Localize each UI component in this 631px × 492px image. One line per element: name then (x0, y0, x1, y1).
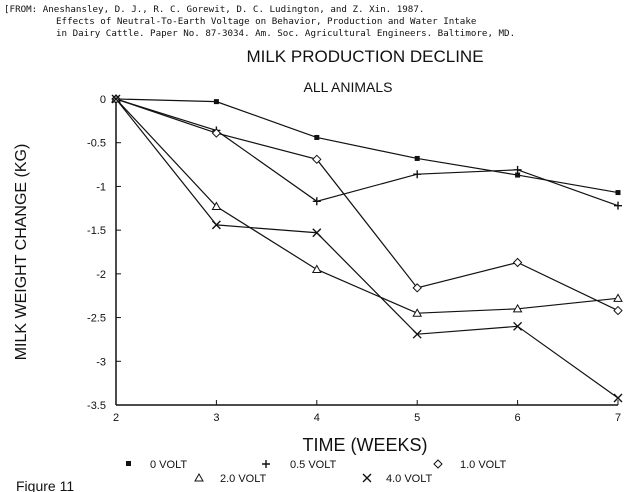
data-point-diamond (211, 128, 222, 138)
legend-item-2-0-volt: 2.0 VOLT (194, 472, 267, 485)
data-point-x (211, 220, 221, 230)
data-point-plus (312, 197, 321, 206)
y-tick-label: -1 (96, 181, 106, 193)
data-point-square (314, 134, 320, 140)
series-line-square (115, 98, 619, 194)
data-point-plus (413, 170, 422, 179)
legend-label-4-0-volt: 4.0 VOLT (386, 473, 433, 485)
x-tick-label: 4 (314, 412, 320, 424)
y-ticks: 0 -0.5 -1 -1.5 -2 -2.5 -3 -3.5 (87, 94, 121, 412)
y-tick-label: -2.5 (87, 313, 106, 325)
data-point-x (513, 321, 523, 331)
chart-subtitle: ALL ANIMALS (304, 79, 393, 95)
citation-line-3: in Dairy Cattle. Paper No. 87-3034. Am. … (56, 28, 515, 39)
data-point-square (515, 172, 521, 178)
legend-item-0-volt: 0 VOLT (126, 459, 187, 471)
data-point-x (613, 393, 623, 403)
data-point-plus (614, 201, 622, 210)
data-point-diamond (312, 154, 322, 165)
chart-title: MILK PRODUCTION DECLINE (246, 47, 483, 66)
data-point-plus (513, 165, 522, 174)
series-markers (111, 93, 623, 403)
series-line-diamond (115, 98, 619, 312)
y-axis-label: MILK WEIGHT CHANGE (KG) (13, 144, 30, 361)
plus-marker-icon (262, 460, 270, 468)
data-point-triangle (613, 293, 623, 302)
data-point-diamond (613, 305, 623, 316)
data-point-x (111, 94, 121, 104)
y-tick-label: -0.5 (87, 138, 106, 150)
legend-label-0-volt: 0 VOLT (150, 459, 187, 471)
triangle-marker-icon (194, 472, 204, 482)
legend-item-4-0-volt: 4.0 VOLT (362, 473, 433, 485)
x-axis-label: TIME (WEEKS) (303, 435, 428, 455)
citation-line-2: Effects of Neutral-To-Earth Voltage on B… (56, 16, 476, 27)
y-tick-label: -2 (96, 269, 106, 281)
legend-label-2-0-volt: 2.0 VOLT (220, 473, 267, 485)
data-point-triangle (412, 308, 423, 317)
data-point-diamond (412, 283, 422, 293)
y-tick-label: -3 (96, 356, 106, 368)
x-tick-label: 3 (213, 412, 219, 424)
series-lines (115, 98, 619, 399)
x-ticks: 2 3 4 5 6 7 (113, 400, 621, 424)
square-marker-icon (126, 461, 131, 466)
legend: 0 VOLT 0.5 VOLT 1.0 VOLT 2.0 VOLT 4.0 VO… (126, 459, 507, 485)
data-point-triangle (311, 264, 322, 273)
figure-label: Figure 11 (16, 478, 74, 492)
data-point-x (412, 329, 422, 339)
data-point-triangle (512, 303, 523, 313)
y-tick-label: -3.5 (87, 400, 106, 412)
x-tick-label: 2 (113, 412, 119, 424)
legend-label-0-5-volt: 0.5 VOLT (290, 459, 337, 471)
series-line-plus (115, 98, 619, 207)
data-point-x (312, 228, 322, 238)
data-point-triangle (211, 201, 222, 211)
x-tick-label: 5 (414, 412, 420, 424)
y-tick-label: -1.5 (87, 225, 106, 237)
data-point-square (615, 190, 621, 196)
legend-label-1-0-volt: 1.0 VOLT (460, 459, 507, 471)
data-point-diamond (512, 257, 523, 268)
diamond-marker-icon (433, 459, 443, 469)
data-point-square (414, 155, 420, 161)
series-line-x (115, 98, 619, 399)
citation-line-1: [FROM: Aneshansley, D. J., R. C. Gorewit… (4, 4, 424, 15)
legend-item-1-0-volt: 1.0 VOLT (433, 459, 507, 471)
data-point-square (213, 99, 219, 105)
series-line-triangle (115, 98, 619, 314)
x-tick-label: 6 (515, 412, 521, 424)
legend-item-0-5-volt: 0.5 VOLT (262, 459, 337, 471)
x-tick-label: 7 (615, 412, 621, 424)
x-marker-icon (362, 473, 372, 483)
y-tick-label: 0 (100, 94, 106, 106)
